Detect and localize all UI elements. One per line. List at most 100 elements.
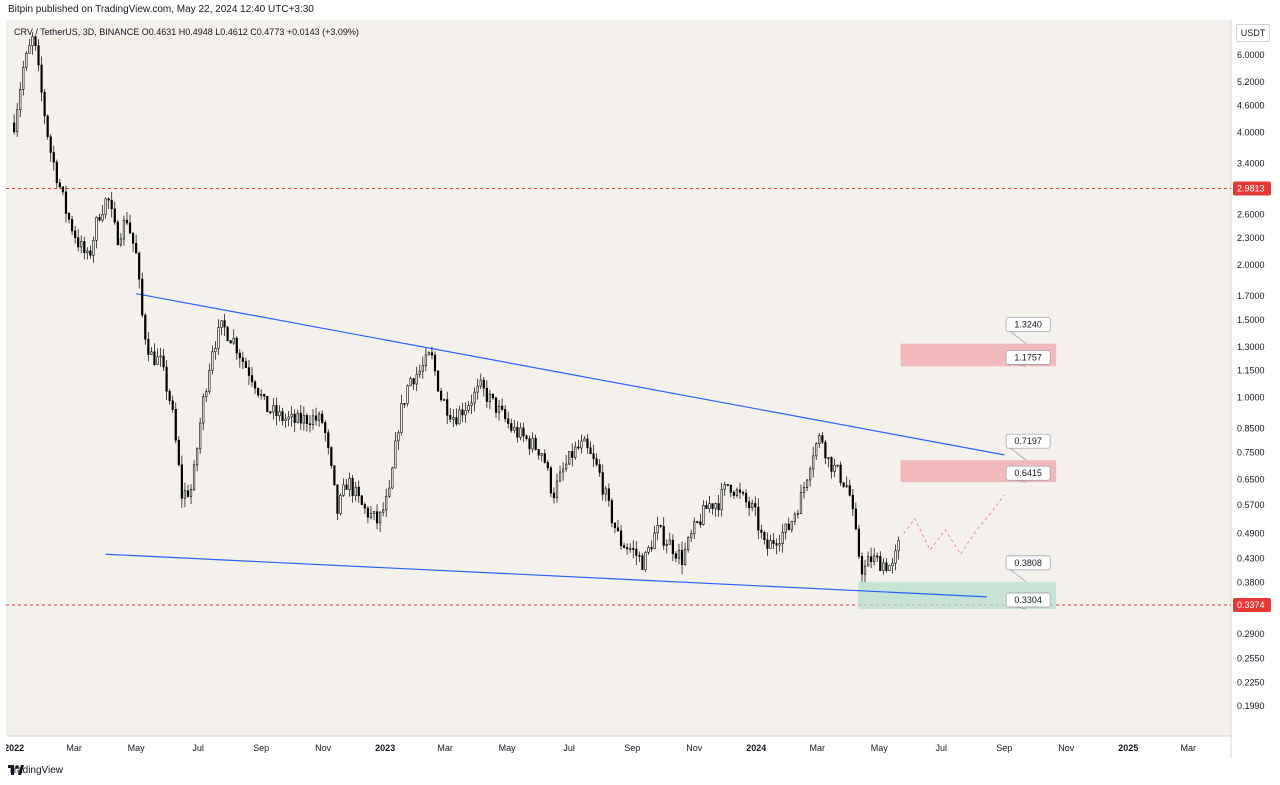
candle-body <box>799 492 803 514</box>
footer-brand[interactable]: TradingView <box>8 765 63 776</box>
candle-body <box>683 549 687 565</box>
candle-body <box>412 378 415 385</box>
candle-body <box>726 484 729 486</box>
candle-body <box>540 453 543 456</box>
x-tick-label: Sep <box>253 743 269 753</box>
chart-panel[interactable]: 6.0000 5.2000 4.6000 4.0000 3.4000 2.6000 2.30… <box>6 20 1273 758</box>
candle-body <box>705 505 708 510</box>
zone-value-label: 0.3808 <box>1014 558 1042 568</box>
candle-body <box>363 504 366 509</box>
price-marker-tag-label: 2.9813 <box>1237 184 1265 194</box>
projection-path <box>903 494 1005 556</box>
candle-body <box>793 514 796 522</box>
candle-body <box>528 438 531 450</box>
candle-body <box>177 439 180 466</box>
candle-body <box>28 45 31 54</box>
y-tick-label: 2.3000 <box>1237 233 1265 243</box>
candle-body <box>732 491 735 496</box>
candle-body <box>101 213 104 221</box>
candle-body <box>516 426 519 438</box>
candle-body <box>796 513 800 515</box>
price-marker-tag[interactable] <box>1233 181 1271 196</box>
candle-body <box>821 435 824 443</box>
candle-body <box>46 115 49 138</box>
candle-body <box>476 385 479 393</box>
price-marker-tag[interactable] <box>1233 597 1271 612</box>
candle-body <box>16 109 19 133</box>
x-tick-label: 2024 <box>746 743 766 753</box>
candle-body <box>186 490 190 497</box>
candle-body <box>302 415 305 424</box>
x-tick-label: May <box>871 743 889 753</box>
zone-value-label-box[interactable] <box>1005 433 1051 449</box>
candle-body <box>333 465 336 486</box>
candle-body <box>25 52 28 68</box>
candle-body <box>135 243 138 254</box>
candle-body <box>116 221 119 246</box>
candle-body <box>324 422 327 434</box>
candle-body <box>592 453 595 460</box>
candle-body <box>561 468 565 473</box>
x-tick-label: Sep <box>996 743 1012 753</box>
y-tick-label: 1.5000 <box>1237 315 1265 325</box>
candle-body <box>189 489 193 497</box>
x-tick-label: Nov <box>1058 743 1075 753</box>
zone-value-label-box[interactable] <box>1005 592 1051 608</box>
candle-body <box>113 208 116 223</box>
publisher-caption: Bitpin published on TradingView.com, May… <box>8 4 314 15</box>
candle-body <box>467 405 470 411</box>
candle-body <box>885 562 888 571</box>
candle-body <box>314 415 318 421</box>
candle-body <box>711 503 714 509</box>
candle-body <box>250 375 254 383</box>
price-chart[interactable]: 6.0000 5.2000 4.6000 4.0000 3.4000 2.6000 2.30… <box>6 20 1273 758</box>
candle-body <box>144 314 147 340</box>
candle-body <box>366 507 370 518</box>
candle-body <box>397 432 400 442</box>
y-tick-label: 0.3800 <box>1237 577 1265 587</box>
candle-body <box>156 356 159 365</box>
x-tick-label: Mar <box>66 743 82 753</box>
zone-value-label-box[interactable] <box>1005 317 1051 333</box>
y-tick-label: 1.7000 <box>1237 291 1265 301</box>
zone-value-label-box[interactable] <box>1005 350 1051 365</box>
trendline-lower[interactable] <box>105 553 988 598</box>
candle-body <box>247 367 251 376</box>
zone-value-label-box[interactable] <box>1005 555 1051 571</box>
candle-body <box>519 427 522 438</box>
candle-body <box>687 537 690 550</box>
candle-body <box>464 409 467 416</box>
candle-body <box>238 352 241 359</box>
candle-body <box>641 555 644 571</box>
x-tick-label: Nov <box>686 743 703 753</box>
candle-body <box>854 508 857 530</box>
candle-body <box>64 191 68 214</box>
zone-value-label: 1.1757 <box>1014 352 1042 362</box>
candle-body <box>138 252 141 280</box>
candle-body <box>805 479 809 488</box>
candle-body <box>433 354 437 372</box>
candle-body <box>141 278 144 316</box>
candle-body <box>473 391 476 404</box>
candle-body <box>549 467 552 494</box>
candle-body <box>488 393 492 402</box>
candle-body <box>586 438 589 449</box>
candle-body <box>729 484 732 493</box>
candle-body <box>659 525 662 527</box>
candle-body <box>720 488 723 511</box>
trendline-upper[interactable] <box>136 293 1005 456</box>
candle-body <box>693 521 696 534</box>
candle-body <box>653 532 656 550</box>
candle-body <box>510 423 513 431</box>
candle-body <box>870 556 873 562</box>
candle-body <box>763 532 766 541</box>
candle-body <box>31 36 34 46</box>
candle-body <box>391 467 394 489</box>
candle-body <box>403 403 406 405</box>
candle-body <box>196 448 199 466</box>
candle-body <box>702 505 705 525</box>
zone-value-label-box[interactable] <box>1005 465 1051 481</box>
price-axis-unit[interactable]: USDT <box>1236 24 1270 42</box>
candle-body <box>357 486 360 497</box>
candle-body <box>680 549 684 565</box>
